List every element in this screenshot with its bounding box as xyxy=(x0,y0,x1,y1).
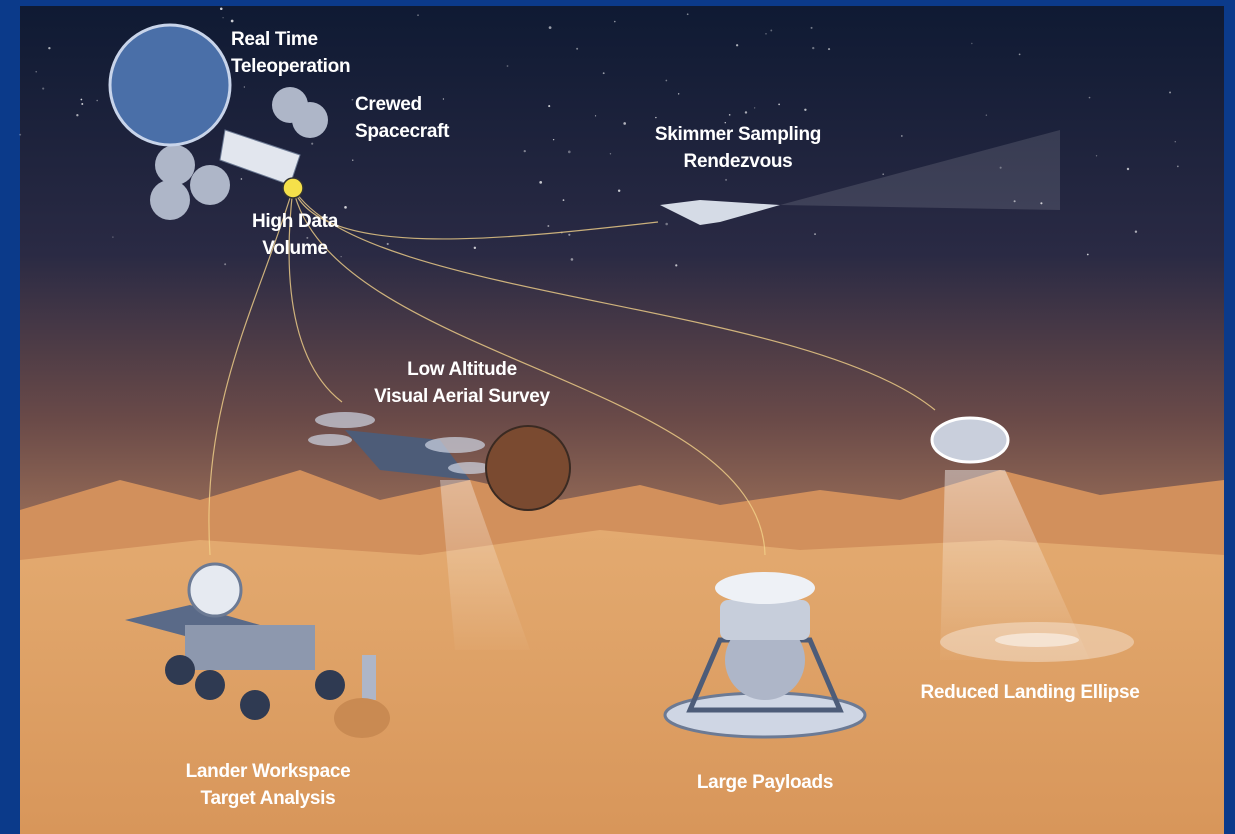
label: Teleoperation xyxy=(231,56,350,77)
star xyxy=(524,150,526,152)
star xyxy=(549,26,552,29)
star xyxy=(112,236,113,237)
star xyxy=(1019,54,1021,56)
star xyxy=(553,139,554,140)
star xyxy=(665,223,668,226)
label: Skimmer Sampling xyxy=(655,124,821,145)
star xyxy=(678,93,679,94)
star xyxy=(548,105,550,107)
operator-badge xyxy=(110,25,230,145)
star xyxy=(770,30,772,32)
star xyxy=(547,225,549,227)
star xyxy=(610,153,611,154)
star xyxy=(563,199,565,201)
star xyxy=(417,15,418,16)
star xyxy=(618,189,620,191)
illustration: Real Time TeleoperationCrewed Spacecraft Hi… xyxy=(0,0,1235,834)
star xyxy=(48,47,50,49)
label: Rendezvous xyxy=(684,151,793,172)
star xyxy=(665,80,667,82)
star xyxy=(443,98,444,99)
label: Lander Workspace xyxy=(186,761,351,782)
star xyxy=(882,173,884,175)
label: High Data xyxy=(252,211,339,232)
star xyxy=(81,103,83,105)
star xyxy=(623,122,626,125)
star xyxy=(778,104,780,106)
star xyxy=(576,48,578,50)
star xyxy=(1087,254,1089,256)
star xyxy=(311,143,313,145)
star xyxy=(220,7,223,10)
label: Low Altitude xyxy=(407,359,517,380)
star xyxy=(222,17,223,18)
star xyxy=(687,13,689,15)
label: Real Time xyxy=(231,29,318,50)
star xyxy=(341,256,342,257)
star xyxy=(1175,141,1176,142)
star xyxy=(1135,231,1137,233)
star xyxy=(76,114,78,116)
label: Spacecraft xyxy=(355,121,450,142)
star xyxy=(507,65,509,67)
star xyxy=(387,243,389,245)
label: Reduced Landing Ellipse xyxy=(920,682,1139,703)
star xyxy=(675,264,677,266)
label: Large Payloads xyxy=(697,772,833,793)
star xyxy=(568,151,571,154)
star xyxy=(1127,168,1129,170)
label: Visual Aerial Survey xyxy=(374,386,550,407)
star xyxy=(80,99,82,101)
terrain-view xyxy=(486,426,570,510)
star xyxy=(1089,97,1091,99)
star xyxy=(1169,92,1171,94)
star xyxy=(812,47,814,49)
label: Crewed xyxy=(355,94,422,115)
star xyxy=(539,181,542,184)
star xyxy=(241,178,243,180)
star xyxy=(765,33,766,34)
star xyxy=(224,263,226,265)
label: Volume xyxy=(262,238,327,259)
star xyxy=(811,27,813,29)
landing-ellipse-inner xyxy=(995,633,1079,647)
star xyxy=(568,234,570,236)
star xyxy=(352,160,353,161)
star xyxy=(474,247,476,249)
star xyxy=(828,48,830,50)
descent-capsule xyxy=(932,418,1008,462)
star xyxy=(344,206,347,209)
star xyxy=(901,135,903,137)
star xyxy=(35,71,36,72)
star xyxy=(1096,155,1097,156)
star xyxy=(754,107,755,108)
star xyxy=(725,179,727,181)
star xyxy=(19,134,21,136)
star xyxy=(814,233,816,235)
star xyxy=(729,114,731,116)
star xyxy=(971,43,972,44)
data-hub xyxy=(283,178,303,198)
star xyxy=(96,100,98,102)
star xyxy=(603,72,605,74)
star xyxy=(244,86,245,87)
star xyxy=(231,20,234,23)
star xyxy=(745,111,747,113)
star xyxy=(655,117,656,118)
star xyxy=(1177,166,1179,168)
star xyxy=(614,21,616,23)
star xyxy=(986,114,987,115)
star xyxy=(595,115,596,116)
star xyxy=(42,87,44,89)
star xyxy=(571,258,574,261)
star xyxy=(736,44,738,46)
star xyxy=(804,109,806,111)
label: Target Analysis xyxy=(201,788,336,809)
star xyxy=(352,99,354,101)
